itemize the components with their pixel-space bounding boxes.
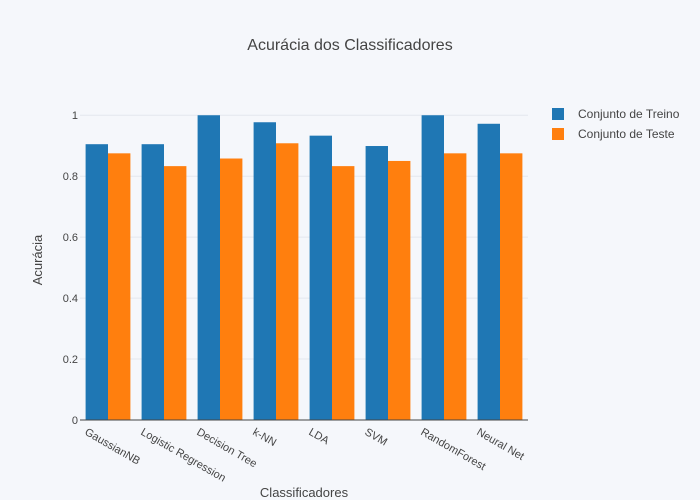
x-tick-label: LDA [307,426,332,447]
legend-label-conjunto-de-teste[interactable]: Conjunto de Teste [578,127,675,141]
bar-conjunto-de-teste-k-nn[interactable] [276,143,299,420]
y-tick-label: 0.2 [63,354,78,366]
legend-swatch-conjunto-de-teste[interactable] [552,128,564,140]
bar-conjunto-de-teste-logistic-regression[interactable] [164,166,187,420]
y-tick-label: 0 [72,415,78,427]
y-tick-label: 1 [72,110,78,122]
y-tick-label: 0.4 [63,293,78,305]
bars-layer [85,115,523,421]
legend-swatch-conjunto-de-treino[interactable] [552,108,564,120]
bar-conjunto-de-teste-svm[interactable] [388,160,411,420]
bar-conjunto-de-treino-gaussiannb[interactable] [85,144,108,420]
y-tick-label: 0.8 [63,171,78,183]
bar-conjunto-de-teste-gaussiannb[interactable] [108,153,131,421]
bar-conjunto-de-teste-randomforest[interactable] [444,153,467,421]
bar-conjunto-de-teste-decision-tree[interactable] [220,158,243,420]
x-tick-label: GaussianNB [83,426,142,467]
bar-conjunto-de-treino-lda[interactable] [309,135,332,420]
bar-conjunto-de-treino-svm[interactable] [365,146,388,420]
x-tick-label: SVM [363,426,390,448]
x-axis-title: Classificadores [260,485,349,500]
x-tick-label: Neural Net [475,426,527,463]
bar-conjunto-de-treino-neural-net[interactable] [477,123,500,421]
bar-conjunto-de-treino-randomforest[interactable] [421,115,444,420]
legend[interactable]: Conjunto de Treino Conjunto de Teste [552,107,680,141]
y-tick-labels: 0 0.2 0.4 0.6 0.8 1 [63,110,78,427]
bar-conjunto-de-teste-neural-net[interactable] [500,153,523,421]
bar-conjunto-de-teste-lda[interactable] [332,166,355,420]
bar-conjunto-de-treino-decision-tree[interactable] [197,115,220,420]
legend-label-conjunto-de-treino[interactable]: Conjunto de Treino [578,107,680,121]
bar-conjunto-de-treino-k-nn[interactable] [253,122,276,420]
chart-title: Acurácia dos Classificadores [247,37,452,54]
y-axis-title: Acurácia [30,234,45,285]
x-tick-label: k-NN [251,426,279,449]
bar-conjunto-de-treino-logistic-regression[interactable] [141,144,164,420]
y-tick-label: 0.6 [63,232,78,244]
